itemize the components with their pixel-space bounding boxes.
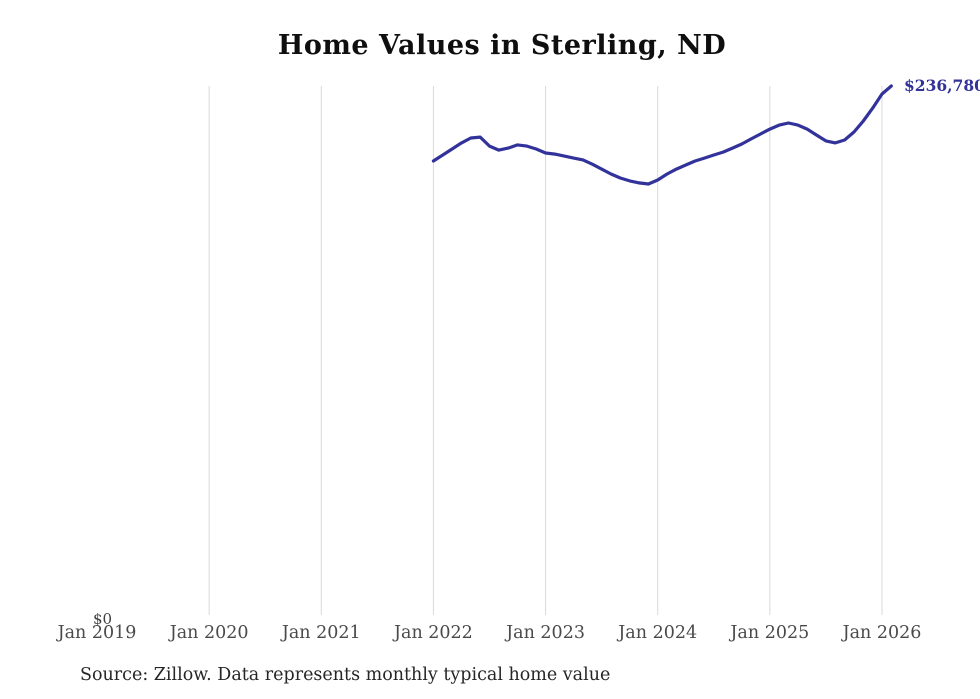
- y-axis-zero-label: $0: [93, 610, 113, 628]
- source-note: Source: Zillow. Data represents monthly …: [80, 665, 611, 685]
- latest-value-label: $236,780: [904, 76, 980, 95]
- x-tick-label: Jan 2020: [169, 623, 249, 643]
- x-tick-label: Jan 2019: [57, 623, 137, 643]
- x-tick-label: Jan 2023: [506, 623, 585, 643]
- x-tick-label: Jan 2026: [842, 623, 922, 643]
- home-value-series-line: [431, 84, 893, 186]
- gridlines: [208, 86, 883, 615]
- x-tick-label: Jan 2025: [730, 623, 810, 643]
- x-tick-label: Jan 2021: [281, 623, 361, 643]
- x-tick-label: Jan 2022: [394, 623, 473, 643]
- chart-title: Home Values in Sterling, ND: [277, 30, 727, 61]
- x-tick-label: Jan 2024: [618, 623, 698, 643]
